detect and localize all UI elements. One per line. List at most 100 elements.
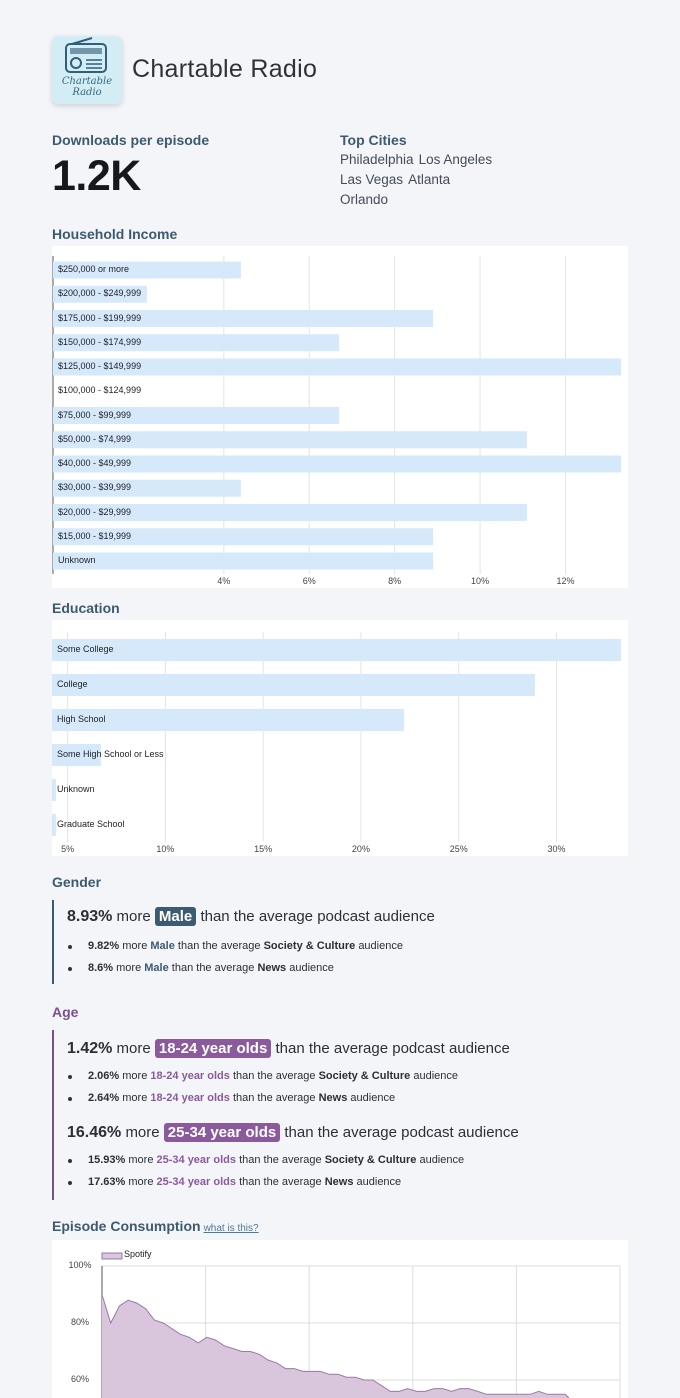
bar [53,358,621,376]
stat-suffix: audience [358,940,403,952]
category-name: Society & Culture [318,1070,411,1082]
bar-category-label: $15,000 - $19,999 [58,530,132,541]
episode-consumption-chart: 100%80%60%40%Spotify [52,1240,628,1398]
age-label: Age [52,1004,79,1020]
bar [53,455,621,473]
stat-suffix: audience [413,1070,458,1082]
stat-percent: 1.42% [67,1040,113,1057]
age-sub-stat: 15.93% more 25-34 year olds than the ave… [67,1154,465,1166]
x-tick-label: 8% [388,576,402,586]
x-tick-label: 4% [217,576,231,586]
bar [53,431,528,449]
stat-comparison: than the average [177,940,261,952]
stat-comparison: than the average podcast audience [275,1040,510,1057]
x-tick-label: 10% [471,576,490,586]
legend-swatch [101,1252,123,1260]
stat-more: more [116,908,151,925]
bar-category-label: $30,000 - $39,999 [58,482,132,493]
episode-consumption-label: Episode Consumption what is this? [52,1218,259,1234]
stat-comparison: than the average [232,1092,316,1104]
stat-percent: 15.93% [88,1154,126,1166]
bar [53,552,434,570]
stat-more: more [128,1154,154,1166]
gender-sub-stat: 8.6% more Male than the average News aud… [68,962,334,974]
city-item: Atlanta [408,172,451,187]
bar-category-label: $150,000 - $174,999 [58,336,142,347]
bar-category-label: $40,000 - $49,999 [58,458,132,468]
bar [52,814,56,836]
category-name: News [257,962,287,974]
bar-category-label: $175,000 - $199,999 [58,312,142,323]
stat-suffix: audience [356,1176,402,1188]
downloads-value: 1.2K [52,152,141,200]
podcast-logo: Chartable Radio [52,36,122,104]
bar [52,744,101,766]
stat-percent: 17.63% [88,1176,126,1188]
bar [53,479,241,497]
bar [52,674,535,696]
age-sub-stat: 2.06% more 18-24 year olds than the aver… [68,1070,458,1082]
bar [53,407,340,424]
bar [53,504,528,521]
stat-more: more [122,1092,148,1104]
age-stats: 1.42% more 18-24 year olds than the aver… [52,1030,628,1200]
stat-more: more [125,1124,160,1141]
bar-category-label: $200,000 - $249,999 [58,288,142,299]
stat-percent: 2.06% [88,1070,120,1082]
series-area [102,1294,569,1398]
svg-text:Chartable: Chartable [62,76,112,87]
stat-percent: 9.82% [88,940,120,952]
bar-category-label: Unknown [58,555,96,565]
age-main-stat: 1.42% more 18-24 year olds than the aver… [67,1039,510,1058]
stat-more: more [116,1040,151,1057]
category-name: News [324,1176,354,1188]
bar [53,285,147,303]
stat-suffix: audience [419,1154,465,1166]
category-name: Society & Culture [324,1154,417,1166]
what-is-this-link[interactable]: what is this? [203,1223,259,1234]
chart-plot [101,1252,621,1398]
stat-more: more [116,962,142,974]
household-income-label: Household Income [52,226,178,242]
gender-group-badge: Male [154,907,197,926]
education-chart: 5% 10% 15% 20% 25% 30% Some College College High… [52,620,628,856]
bar-category-label: $125,000 - $149,999 [58,361,142,371]
bar-category-label: High School [57,714,106,724]
bar [52,709,404,731]
age-group: 18-24 year olds [150,1092,230,1104]
stat-percent: 16.46% [67,1124,122,1141]
category-name: Society & Culture [263,940,356,952]
bar-category-label: $75,000 - $99,999 [58,409,132,420]
category-name: News [318,1092,348,1104]
x-tick-label: 30% [547,844,566,854]
y-tick-label: 60% [70,1374,90,1384]
stat-suffix: audience [350,1092,396,1104]
age-group: 18-24 year olds [150,1070,230,1082]
x-tick-label: 25% [449,844,468,854]
stat-suffix: audience [289,962,334,974]
city-item: Las Vegas [340,172,404,187]
gender-main-stat: 8.93% more Male than the average podcast… [67,907,435,926]
stat-comparison: than the average [239,1154,322,1166]
x-tick-label: 20% [351,844,370,854]
stat-more: more [122,1070,148,1082]
episode-consumption-title: Episode Consumption [52,1218,201,1234]
age-group-badge: 25-34 year olds [163,1123,281,1142]
top-cities-label: Top Cities [340,132,407,148]
bar-category-label: Graduate School [57,819,125,829]
bar-category-label: $20,000 - $29,999 [58,506,132,517]
bar-category-label: College [57,679,88,689]
bar [52,779,56,801]
gender-group: Male [150,940,175,952]
age-group-badge: 18-24 year olds [154,1039,272,1058]
stat-comparison: than the average [239,1176,322,1188]
bar [53,261,241,279]
gender-label: Gender [52,874,102,890]
series-line [101,1294,570,1398]
svg-text:Radio: Radio [71,87,101,98]
radio-icon: Chartable Radio [62,37,112,98]
x-tick-label: 5% [61,844,75,854]
stat-comparison: than the average [232,1070,316,1082]
age-sub-stat: 2.64% more 18-24 year olds than the aver… [67,1092,396,1104]
bar [53,528,434,546]
